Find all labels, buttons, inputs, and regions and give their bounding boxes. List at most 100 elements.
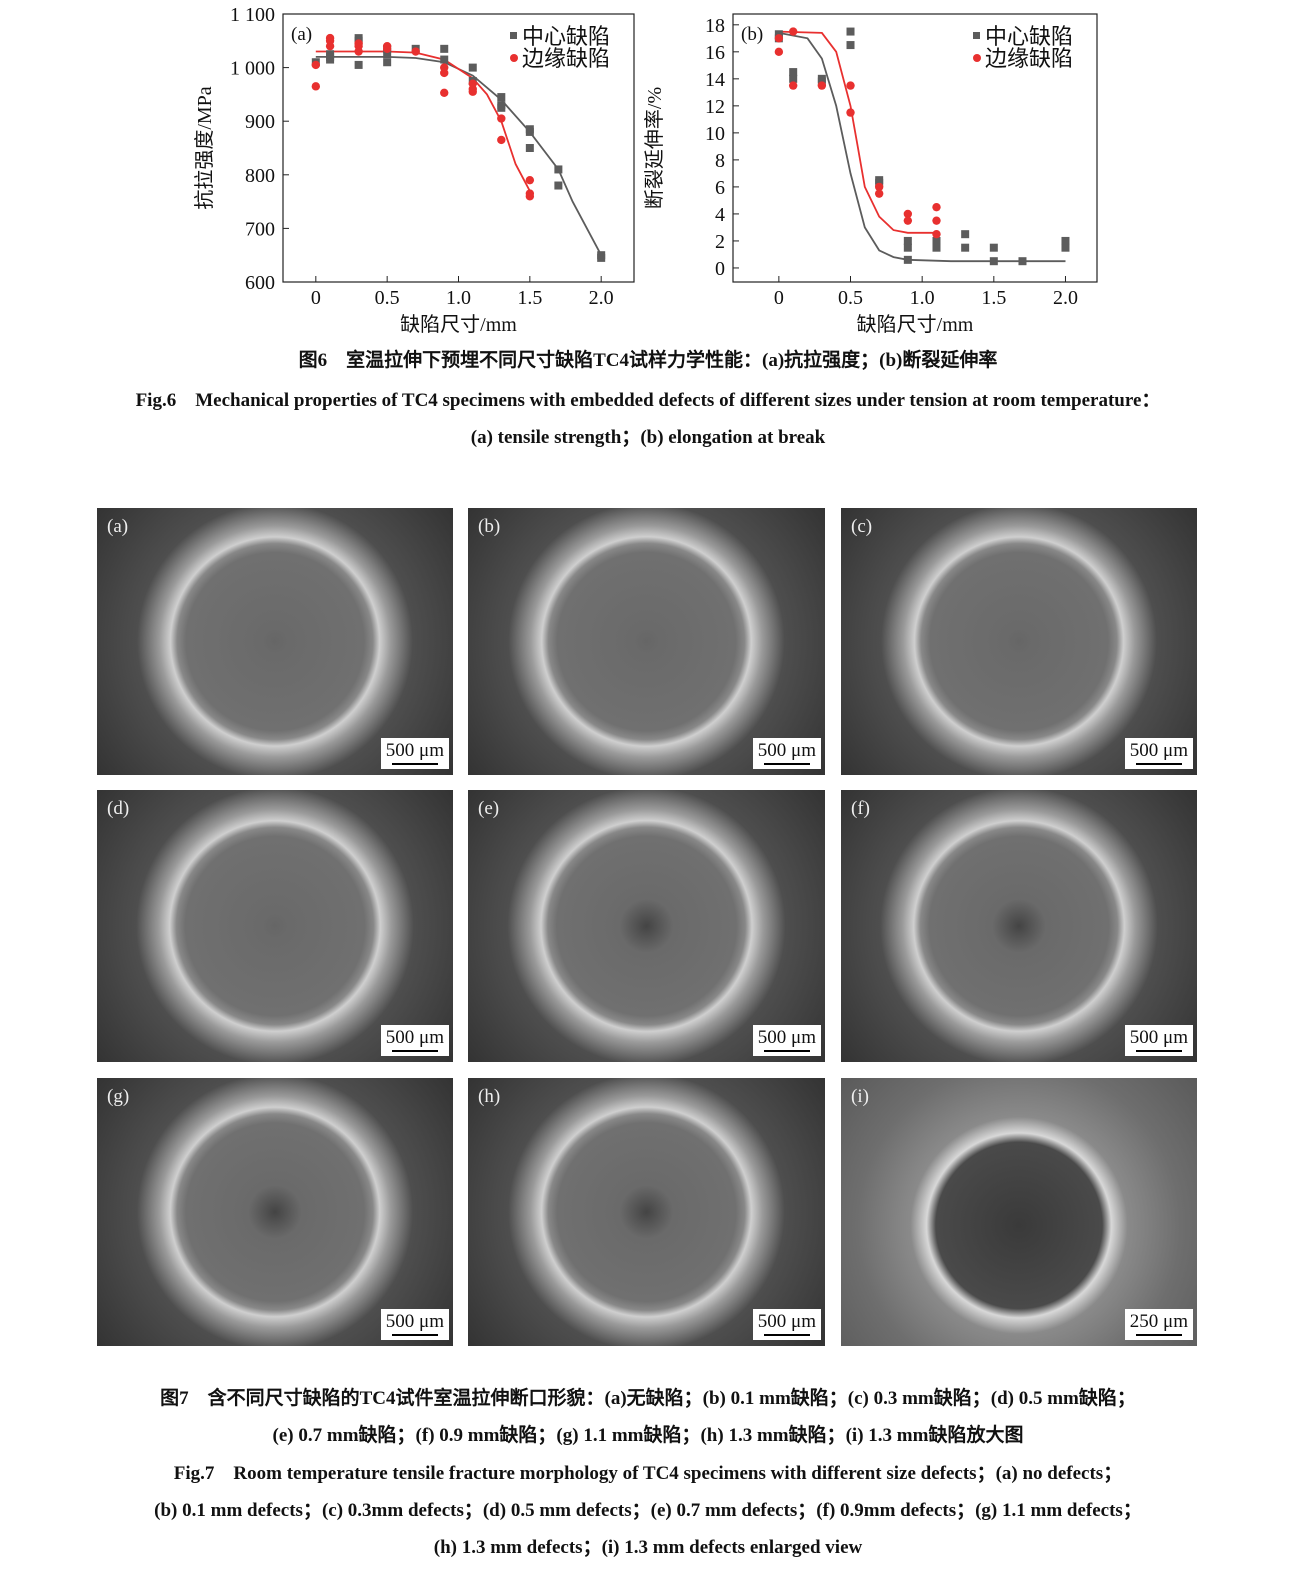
sem-image: (f) 500 μm bbox=[841, 790, 1197, 1062]
y-tick-label: 0 bbox=[715, 258, 725, 280]
legend-label: 中心缺陷 bbox=[522, 24, 610, 49]
data-point bbox=[961, 243, 970, 252]
y-axis-label: 断裂延伸率/% bbox=[643, 87, 666, 209]
y-tick-label: 14 bbox=[705, 69, 725, 91]
scale-line bbox=[763, 1334, 810, 1336]
data-point bbox=[903, 209, 913, 219]
data-point bbox=[497, 93, 506, 102]
sem-image: (a) 500 μm bbox=[97, 508, 453, 775]
panel-label: (c) bbox=[851, 516, 873, 537]
scale-text: 500 μm bbox=[757, 1311, 816, 1332]
data-point bbox=[846, 108, 855, 117]
scale-line bbox=[1135, 1050, 1182, 1052]
y-tick-label: 900 bbox=[245, 111, 275, 133]
data-point bbox=[817, 81, 827, 90]
data-point bbox=[440, 44, 449, 53]
data-point bbox=[903, 255, 912, 264]
fig7-caption-cn: (e) 0.7 mm缺陷；(f) 0.9 mm缺陷；(g) 1.1 mm缺陷；(… bbox=[272, 1425, 1024, 1446]
data-point bbox=[846, 27, 855, 36]
panel-label: (b) bbox=[478, 516, 501, 537]
x-tick-label: 0.5 bbox=[838, 287, 863, 309]
x-tick-label: 1.0 bbox=[910, 287, 935, 309]
data-point bbox=[788, 27, 798, 36]
data-point bbox=[932, 216, 941, 225]
legend-marker bbox=[973, 32, 980, 39]
data-point bbox=[468, 63, 477, 72]
sem-image: (b) 500 μm bbox=[468, 508, 825, 775]
scale-bar: 500 μm bbox=[1124, 1025, 1193, 1056]
scale-bar: 500 μm bbox=[380, 1025, 449, 1056]
y-tick-label: 1 100 bbox=[230, 4, 275, 26]
scale-line bbox=[763, 763, 810, 765]
scale-text: 500 μm bbox=[385, 1311, 444, 1332]
panel-label: (a) bbox=[107, 516, 129, 537]
legend-marker bbox=[973, 54, 981, 62]
scale-text: 250 μm bbox=[1129, 1311, 1188, 1332]
y-tick-label: 12 bbox=[705, 96, 725, 118]
fig6-caption-en: Fig.6 Mechanical properties of TC4 speci… bbox=[135, 390, 1161, 411]
fig7-caption-en: (h) 1.3 mm defects；(i) 1.3 mm defects en… bbox=[433, 1537, 863, 1558]
sem-image: (e) 500 μm bbox=[468, 790, 825, 1062]
y-tick-label: 700 bbox=[245, 218, 275, 240]
data-point bbox=[903, 216, 913, 225]
data-point bbox=[383, 50, 392, 59]
data-point bbox=[932, 229, 941, 239]
data-point bbox=[497, 114, 506, 123]
scale-bar: 500 μm bbox=[752, 738, 821, 769]
fig7-caption-en: (b) 0.1 mm defects；(c) 0.3mm defects；(d)… bbox=[154, 1500, 1142, 1521]
scale-text: 500 μm bbox=[385, 1027, 444, 1048]
panel-label: (f) bbox=[851, 798, 870, 819]
data-point bbox=[989, 243, 998, 252]
fig6-caption-cn: 图6 室温拉伸下预埋不同尺寸缺陷TC4试样力学性能：(a)抗拉强度；(b)断裂延… bbox=[298, 350, 998, 371]
fig7-caption-cn: 图7 含不同尺寸缺陷的TC4试件室温拉伸断口形貌：(a)无缺陷；(b) 0.1 … bbox=[160, 1388, 1136, 1409]
y-tick-label: 600 bbox=[245, 272, 275, 294]
y-tick-label: 10 bbox=[705, 123, 725, 145]
data-point bbox=[440, 88, 449, 97]
data-point bbox=[554, 165, 563, 174]
data-point bbox=[325, 41, 335, 51]
data-point bbox=[311, 82, 321, 91]
data-point bbox=[774, 34, 784, 43]
scale-bar: 500 μm bbox=[752, 1309, 821, 1340]
scale-text: 500 μm bbox=[385, 740, 444, 761]
data-point bbox=[440, 55, 449, 64]
scale-line bbox=[391, 1050, 438, 1052]
x-axis-label: 缺陷尺寸/mm bbox=[857, 313, 974, 336]
sem-image: (c) 500 μm bbox=[841, 508, 1197, 775]
y-tick-label: 800 bbox=[245, 165, 275, 187]
panel-label: (h) bbox=[478, 1086, 501, 1107]
fit-line bbox=[315, 56, 602, 256]
scale-bar: 500 μm bbox=[1124, 738, 1193, 769]
data-point bbox=[788, 81, 798, 90]
scale-line bbox=[1135, 763, 1182, 765]
legend-marker bbox=[510, 32, 517, 39]
scale-line bbox=[1135, 1334, 1182, 1336]
legend-label: 边缘缺陷 bbox=[522, 46, 610, 71]
scale-bar: 250 μm bbox=[1124, 1309, 1193, 1340]
scale-bar: 500 μm bbox=[380, 1309, 449, 1340]
data-point bbox=[989, 257, 998, 266]
data-point bbox=[932, 236, 941, 245]
data-point bbox=[554, 181, 563, 190]
data-point bbox=[846, 81, 855, 90]
x-tick-label: 0 bbox=[311, 287, 321, 309]
data-point bbox=[903, 236, 912, 245]
fit-line bbox=[778, 32, 1066, 263]
panel-label: (a) bbox=[291, 24, 312, 45]
scale-text: 500 μm bbox=[757, 1027, 816, 1048]
y-tick-label: 18 bbox=[705, 15, 725, 37]
y-tick-label: 4 bbox=[715, 204, 725, 226]
data-point bbox=[597, 253, 606, 262]
scale-line bbox=[763, 1050, 810, 1052]
data-point bbox=[383, 58, 392, 67]
legend-label: 中心缺陷 bbox=[985, 24, 1073, 49]
fit-line bbox=[315, 50, 531, 192]
panel-label: (b) bbox=[741, 24, 763, 45]
scale-line bbox=[391, 1334, 438, 1336]
scale-line bbox=[391, 763, 438, 765]
data-point bbox=[311, 60, 321, 70]
scale-text: 500 μm bbox=[757, 740, 816, 761]
y-tick-label: 1 000 bbox=[230, 58, 275, 80]
